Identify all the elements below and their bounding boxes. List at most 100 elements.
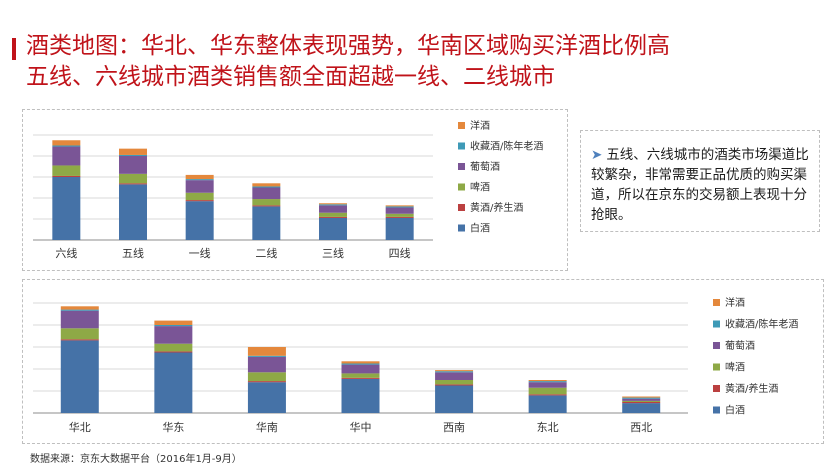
legend-label: 黄酒/养生酒	[470, 201, 523, 214]
bar-segment	[341, 361, 380, 364]
bar-segment	[185, 201, 214, 240]
bar-segment	[435, 384, 474, 386]
bar-segment	[622, 403, 661, 413]
x-tick-label: 西北	[630, 421, 652, 434]
legend-label: 洋酒	[725, 296, 745, 309]
legend-label: 葡萄酒	[470, 160, 500, 173]
legend-swatch	[458, 204, 465, 211]
bar-segment	[622, 397, 661, 399]
legend-swatch	[458, 122, 465, 129]
data-source-note: 数据来源：京东大数据平台（2016年1月-9月）	[30, 454, 242, 465]
bar-segment	[435, 380, 474, 385]
region-chart-panel: 华北 华东 华南 华中 西南 东北 西北 洋酒 收藏酒/陈年老酒 葡萄酒 啤酒 黄酒/养生酒 白酒	[22, 279, 824, 444]
legend-label: 啤酒	[470, 182, 490, 194]
bar-segment	[385, 207, 414, 214]
bar-segment	[385, 217, 414, 240]
bar-segment	[341, 377, 380, 379]
bar-segment	[435, 385, 474, 413]
bar-segment	[319, 203, 347, 205]
bar-segment	[119, 184, 147, 240]
legend-swatch	[458, 224, 465, 232]
legend-swatch	[713, 385, 720, 392]
bar-segment	[185, 192, 214, 201]
page-title: 酒类地图：华北、华东整体表现强势，华南区域购买洋酒比例高 五线、六线城市酒类销售…	[26, 31, 670, 93]
bar-segment	[52, 175, 81, 177]
bar-segment	[528, 387, 567, 395]
bar-segment	[119, 148, 147, 155]
x-tick-label: 华北	[69, 420, 91, 434]
legend-swatch	[713, 320, 720, 328]
bar-segment	[119, 173, 147, 184]
bar-segment	[252, 205, 281, 207]
bar-segment	[247, 355, 286, 357]
insight-note-text: 五线、六线城市的酒类市场渠道比较繁杂，非常需要正品优质的购买渠道，所以在京东的交…	[591, 147, 809, 223]
bar-segment	[385, 216, 414, 218]
bar-segment	[319, 217, 347, 240]
bar-segment	[435, 372, 474, 380]
bar-segment	[528, 380, 567, 382]
bar-segment	[252, 183, 281, 187]
legend-swatch	[713, 406, 720, 414]
city-tier-chart-panel: 六线 五线 一线 二线 三线 四线 洋酒 收藏酒/陈年老酒 葡萄酒 啤酒 黄酒/养生酒 白酒	[22, 109, 568, 271]
bar-segment	[119, 156, 147, 174]
bar-segment	[528, 381, 567, 383]
bar-segment	[385, 213, 414, 217]
bar-segment	[385, 206, 414, 208]
x-tick-label: 东北	[537, 421, 559, 434]
x-tick-label: 五线	[122, 246, 144, 260]
legend-label: 收藏酒/陈年老酒	[470, 140, 543, 153]
bar-segment	[435, 370, 474, 372]
bar-segment	[185, 174, 214, 180]
bar-segment	[60, 306, 99, 310]
x-tick-label: 三线	[322, 246, 344, 260]
bar-segment	[154, 320, 193, 325]
legend-label: 白酒	[470, 222, 490, 235]
bar-segment	[154, 352, 193, 413]
bar-segment	[435, 371, 474, 373]
x-tick-label: 二线	[255, 246, 277, 260]
bar-segment	[341, 364, 380, 374]
bar-segment	[154, 326, 193, 344]
bar-segment	[52, 140, 81, 146]
x-tick-label: 一线	[189, 246, 211, 260]
bar-segment	[622, 398, 661, 401]
bar-segment	[528, 382, 567, 388]
bar-segment	[247, 382, 286, 413]
insight-note: ➤ 五线、六线城市的酒类市场渠道比较繁杂，非常需要正品优质的购买渠道，所以在京东的…	[591, 145, 811, 225]
legend-swatch	[458, 142, 465, 150]
legend-swatch	[713, 342, 720, 349]
bar-segment	[154, 351, 193, 353]
bar-segment	[341, 373, 380, 378]
bar-segment	[341, 363, 380, 365]
bar-segment	[154, 343, 193, 352]
bar-segment	[622, 402, 661, 404]
bar-segment	[154, 325, 193, 327]
bar-segment	[252, 186, 281, 188]
bar-segment	[528, 394, 567, 396]
x-tick-label: 六线	[55, 246, 77, 260]
legend-label: 白酒	[725, 404, 745, 417]
x-tick-label: 西南	[443, 421, 465, 434]
bar-segment	[341, 378, 380, 413]
bar-segment	[252, 187, 281, 200]
bar-segment	[52, 177, 81, 240]
x-tick-label: 华南	[256, 420, 278, 434]
title-accent-bar	[12, 38, 16, 60]
bar-segment	[319, 212, 347, 217]
bar-segment	[385, 205, 414, 207]
bar-segment	[119, 154, 147, 156]
bar-segment	[247, 356, 286, 373]
bar-segment	[185, 200, 214, 202]
legend-swatch	[713, 299, 720, 306]
legend-swatch	[713, 363, 720, 371]
bar-segment	[60, 339, 99, 341]
legend-label: 洋酒	[470, 119, 490, 132]
x-tick-label: 华东	[162, 420, 184, 434]
bar-segment	[52, 145, 81, 147]
insight-note-box: ➤ 五线、六线城市的酒类市场渠道比较繁杂，非常需要正品优质的购买渠道，所以在京东的…	[580, 130, 820, 232]
bar-segment	[319, 205, 347, 213]
title-line-2: 五线、六线城市酒类销售额全面超越一线、二线城市	[26, 64, 555, 90]
bar-segment	[52, 165, 81, 176]
